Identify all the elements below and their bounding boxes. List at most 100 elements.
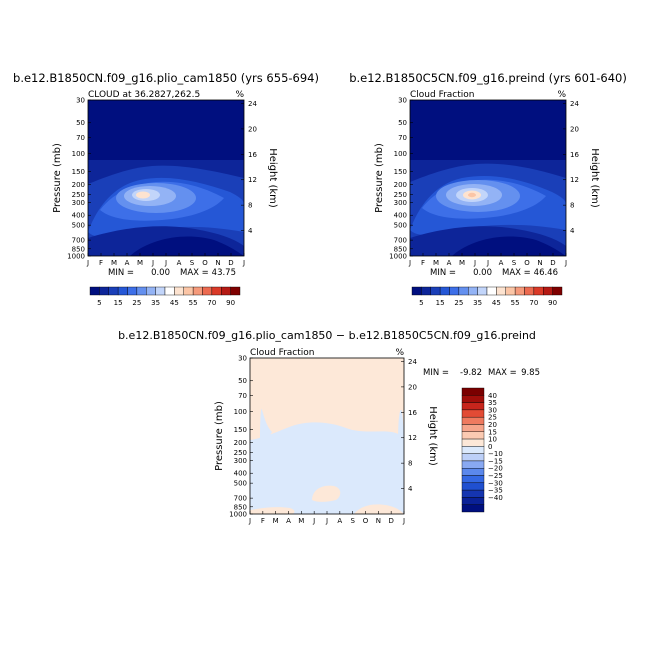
panel-plio-units: % bbox=[235, 90, 244, 100]
colorbar-swatch bbox=[192, 286, 203, 296]
y-tick-label: 500 bbox=[234, 480, 247, 488]
x-tick-label: S bbox=[512, 259, 517, 267]
colorbar-swatch bbox=[543, 286, 553, 296]
colorbar-label: 35 bbox=[473, 299, 482, 307]
x-tick-label: J bbox=[402, 517, 405, 525]
field-low-pocket bbox=[130, 236, 244, 256]
y-right-tick-label: 24 bbox=[408, 358, 417, 366]
colorbar-swatch bbox=[461, 482, 485, 491]
colorbar-label: 25 bbox=[132, 299, 141, 307]
colorbar-swatch bbox=[461, 395, 485, 403]
colorbar-swatch bbox=[127, 286, 138, 296]
colorbar-swatch bbox=[421, 286, 431, 296]
x-tick-label: D bbox=[550, 259, 555, 267]
y-tick-label: 1000 bbox=[67, 253, 85, 261]
field-core bbox=[468, 192, 476, 198]
y-tick-label: 70 bbox=[398, 134, 407, 142]
panel-diff-max-label: MAX = bbox=[488, 368, 517, 378]
colorbar-swatch bbox=[461, 504, 485, 513]
colorbar-label: 5 bbox=[419, 299, 423, 307]
y-right-tick-label: 24 bbox=[570, 100, 579, 108]
colorbar-swatch bbox=[439, 286, 450, 296]
field-low-pocket bbox=[452, 236, 566, 256]
colorbar-label: −40 bbox=[488, 494, 503, 502]
y-right-tick-label: 12 bbox=[570, 176, 579, 184]
panel-plio-axes: J F M A M J J A S O N D J305070100150200250300400500… bbox=[67, 97, 257, 268]
colorbar-swatch bbox=[164, 286, 175, 296]
panel-preind-axes: J F M A M J J A S O N D J305070100150200250300400500… bbox=[389, 97, 579, 268]
colorbar-swatch bbox=[461, 409, 485, 418]
field-negative-tongue bbox=[260, 408, 272, 440]
y-tick-label: 850 bbox=[72, 245, 85, 253]
panel-diff-axes: J F M A M J J A S O N D J305070100150200250300400500… bbox=[229, 355, 417, 526]
y-tick-label: 400 bbox=[72, 212, 85, 220]
y-right-tick-label: 20 bbox=[248, 125, 257, 133]
y-tick-label: 30 bbox=[398, 97, 407, 105]
panel-diff-field bbox=[250, 358, 404, 514]
y-tick-label: 150 bbox=[72, 168, 85, 176]
x-tick-label: A bbox=[177, 259, 182, 267]
x-tick-label: M bbox=[298, 517, 304, 525]
y-tick-label: 1000 bbox=[389, 253, 407, 261]
y-right-tick-label: 16 bbox=[570, 151, 579, 159]
y-tick-label: 30 bbox=[76, 97, 85, 105]
y-right-tick-label: 4 bbox=[570, 227, 575, 235]
y-tick-label: 250 bbox=[234, 449, 247, 457]
panel-plio-minmax: MIN = 0.00 MAX = 43.75 bbox=[108, 268, 236, 278]
panel-plio-ylabel-right: Height (km) bbox=[267, 148, 278, 208]
panel-preind-min-value: 0.00 bbox=[473, 268, 492, 278]
colorbar-label: 35 bbox=[151, 299, 160, 307]
y-right-tick-label: 12 bbox=[408, 434, 417, 442]
field-positive-base-b bbox=[354, 504, 404, 514]
x-tick-label: J bbox=[486, 259, 489, 267]
y-right-tick-label: 16 bbox=[248, 151, 257, 159]
y-tick-label: 700 bbox=[72, 237, 85, 245]
panel-diff-subtitle: Cloud Fraction bbox=[250, 348, 315, 358]
panel-preind-title: b.e12.B1850C5CN.f09_g16.preind (yrs 601-… bbox=[349, 71, 627, 85]
y-tick-label: 100 bbox=[72, 150, 85, 158]
y-tick-label: 700 bbox=[234, 495, 247, 503]
colorbar-swatch bbox=[89, 286, 100, 296]
x-tick-label: S bbox=[350, 517, 355, 525]
y-tick-label: 30 bbox=[238, 355, 247, 363]
y-right-tick-label: 8 bbox=[248, 202, 252, 210]
colorbar-swatch bbox=[461, 387, 485, 396]
y-tick-label: 200 bbox=[234, 439, 247, 447]
field-negative-edge bbox=[398, 409, 404, 440]
x-tick-label: M bbox=[137, 259, 143, 267]
x-tick-label: N bbox=[376, 517, 381, 525]
colorbar-label: 0 bbox=[488, 443, 492, 451]
field-positive-base-a bbox=[250, 507, 295, 514]
colorbar-label: 25 bbox=[488, 414, 497, 422]
y-tick-label: 200 bbox=[72, 181, 85, 189]
colorbar-label: 55 bbox=[189, 299, 198, 307]
colorbar-swatch bbox=[155, 286, 166, 296]
colorbar-label: 90 bbox=[226, 299, 235, 307]
colorbar-label: 70 bbox=[207, 299, 216, 307]
panel-preind-field bbox=[410, 100, 566, 256]
x-tick-label: J bbox=[408, 259, 411, 267]
colorbar-label: −35 bbox=[488, 487, 503, 495]
colorbar-label: 70 bbox=[529, 299, 538, 307]
colorbar-label: 35 bbox=[488, 399, 497, 407]
x-tick-label: D bbox=[388, 517, 393, 525]
colorbar-swatch bbox=[461, 475, 485, 484]
colorbar-swatch bbox=[461, 438, 485, 447]
colorbar-swatch bbox=[458, 286, 469, 296]
panel-diff-units: % bbox=[395, 348, 404, 358]
panel-diff-min-label: MIN = bbox=[423, 368, 449, 378]
colorbar-swatch bbox=[211, 286, 222, 296]
colorbar-swatch bbox=[461, 453, 485, 462]
panel-preind-subtitle: Cloud Fraction bbox=[410, 90, 475, 100]
colorbar-swatch bbox=[461, 460, 485, 469]
colorbar-label: 15 bbox=[436, 299, 445, 307]
y-tick-label: 70 bbox=[76, 134, 85, 142]
y-tick-label: 50 bbox=[398, 119, 407, 127]
y-right-tick-label: 8 bbox=[570, 202, 574, 210]
colorbar-label: −20 bbox=[488, 465, 503, 473]
x-tick-label: J bbox=[248, 517, 251, 525]
colorbar-swatch bbox=[449, 286, 460, 296]
colorbar-swatch bbox=[430, 286, 441, 296]
panel-plio-field bbox=[88, 100, 244, 256]
